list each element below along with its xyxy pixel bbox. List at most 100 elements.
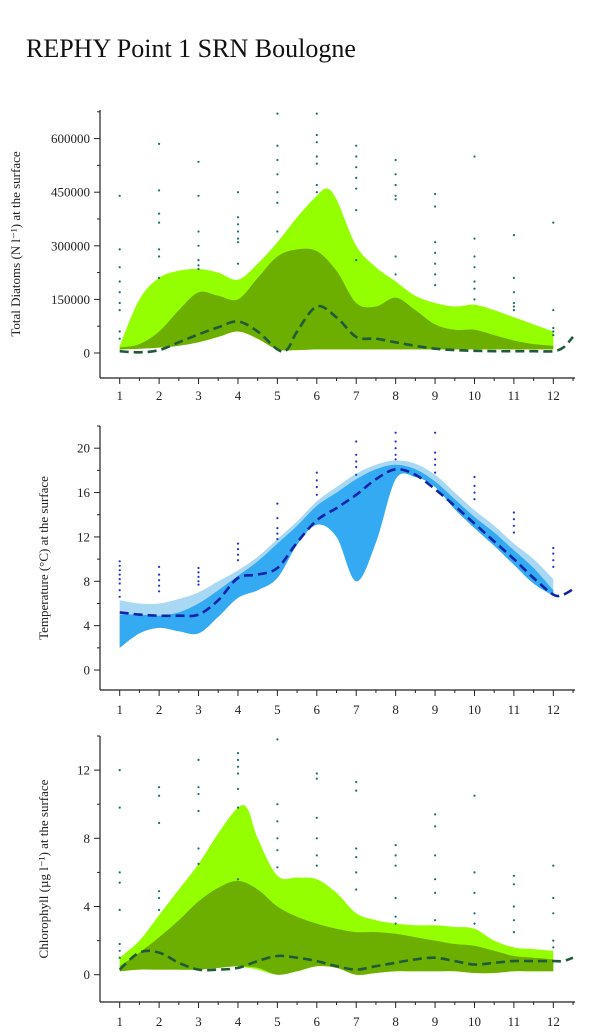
temperature-observation-point <box>473 498 476 501</box>
diatoms-y-tick-label: 150000 <box>51 292 90 307</box>
diatoms-observation-point <box>473 266 476 269</box>
temperature-observation-point <box>434 451 437 454</box>
temperature-observation-point <box>118 560 121 563</box>
temperature-y-axis-label: Temperature (°C) at the surface <box>36 476 51 640</box>
temperature-observation-point <box>434 471 437 474</box>
temperature-observation-point <box>315 471 318 474</box>
temperature-observation-point <box>197 580 200 583</box>
chlorophyll-observation-point <box>236 772 240 775</box>
temperature-x-tick-label: 10 <box>468 702 481 717</box>
temperature-observation-point <box>473 475 476 479</box>
chlorophyll-observation-point <box>512 874 516 877</box>
diatoms-observation-point <box>394 194 397 197</box>
diatoms-observation-point <box>197 264 200 267</box>
temperature-observation-point <box>158 565 161 568</box>
temperature-observation-point <box>512 524 516 527</box>
diatoms-observation-point <box>158 142 161 145</box>
temperature-observation-point <box>512 531 516 534</box>
diatoms-observation-point <box>473 287 476 290</box>
diatoms-observation-point <box>434 205 437 208</box>
diatoms-observation-point <box>158 255 161 258</box>
temperature-x-tick-label: 6 <box>314 702 321 717</box>
temperature-observation-point <box>276 538 279 541</box>
diatoms-observation-point <box>276 191 279 194</box>
chlorophyll-observation-point <box>276 837 279 840</box>
chlorophyll-observation-point <box>118 942 121 946</box>
chlorophyll-observation-point <box>552 864 555 867</box>
chlorophyll-observation-point <box>236 752 240 755</box>
diatoms-observation-point <box>236 241 240 244</box>
temperature-inner-band <box>119 464 554 648</box>
chlorophyll-observation-point <box>118 769 121 772</box>
diatoms-observation-point <box>355 176 358 179</box>
temperature-x-tick-label: 9 <box>432 702 439 717</box>
diatoms-observation-point <box>355 155 358 158</box>
temperature-observation-point <box>394 440 397 443</box>
diatoms-observation-point <box>552 334 555 337</box>
chlorophyll-observation-point <box>473 891 476 894</box>
temperature-observation-point <box>315 493 318 496</box>
chlorophyll-y-tick-label: 8 <box>84 831 91 846</box>
temperature-observation-point <box>355 440 358 443</box>
chlorophyll-observation-point <box>236 787 240 790</box>
chlorophyll-observation-point <box>434 878 437 881</box>
diatoms-observation-point <box>512 234 516 237</box>
temperature-observation-point <box>552 552 555 555</box>
chlorophyll-observation-point <box>158 896 161 900</box>
diatoms-observation-point <box>276 230 279 233</box>
chlorophyll-observation-point <box>276 820 279 823</box>
temperature-observation-point <box>434 463 437 466</box>
diatoms-y-tick-label: 300000 <box>51 238 90 253</box>
diatoms-observation-point <box>552 326 555 330</box>
diatoms-observation-point <box>118 330 121 333</box>
temperature-y-tick-label: 16 <box>77 485 91 500</box>
chlorophyll-observation-point <box>158 890 161 893</box>
temperature-observation-point <box>197 566 200 570</box>
temperature-observation-point <box>236 542 240 545</box>
chlorophyll-median-line <box>118 949 574 972</box>
chlorophyll-x-tick-label: 7 <box>353 1014 360 1029</box>
chlorophyll-observation-point <box>355 847 358 850</box>
temperature-observation-point <box>118 582 121 585</box>
diatoms-observation-point <box>197 267 200 271</box>
chlorophyll-observation-point <box>197 847 200 850</box>
diatoms-x-tick-label: 5 <box>274 388 281 403</box>
temperature-y-tick-label: 12 <box>77 529 90 544</box>
diatoms-observation-point <box>315 112 318 115</box>
chlorophyll-observation-point <box>315 864 318 867</box>
page-title: REPHY Point 1 SRN Boulogne <box>26 34 356 63</box>
chlorophyll-observation-point <box>473 912 476 915</box>
diatoms-observation-point <box>512 301 516 305</box>
diatoms-observation-point <box>118 194 121 197</box>
temperature-observation-point <box>552 546 555 550</box>
temperature-observation-point <box>276 517 279 520</box>
diatoms-observation-point <box>276 173 279 176</box>
diatoms-observation-point <box>118 280 121 283</box>
chlorophyll-observation-point <box>276 866 279 869</box>
temperature-observation-point <box>158 584 161 587</box>
chlorophyll-x-tick-label: 1 <box>116 1014 123 1029</box>
diatoms-observation-point <box>276 144 279 147</box>
diatoms-observation-point <box>276 201 279 204</box>
temperature-observation-point <box>355 473 358 476</box>
chlorophyll-observation-point <box>434 813 437 816</box>
chlorophyll-observation-point <box>197 786 200 789</box>
chlorophyll-observation-point <box>197 792 200 796</box>
diatoms-observation-point <box>434 262 437 265</box>
diatoms-observation-point <box>552 330 555 333</box>
temperature-y-tick-label: 8 <box>84 574 91 589</box>
chlorophyll-observation-point <box>512 905 516 908</box>
chlorophyll-observation-point <box>552 912 555 915</box>
temperature-x-tick-label: 7 <box>353 702 360 717</box>
diatoms-observation-point <box>355 259 358 262</box>
diatoms-observation-point <box>512 305 516 308</box>
chlorophyll-observation-point <box>118 956 121 959</box>
temperature-observation-point <box>512 518 516 521</box>
chlorophyll-x-tick-label: 8 <box>392 1014 399 1029</box>
chlorophyll-x-tick-label: 9 <box>432 1014 439 1029</box>
diatoms-median-line <box>119 304 574 354</box>
diatoms-observation-point <box>355 144 358 147</box>
diatoms-observation-point <box>434 284 437 287</box>
diatoms-observation-point <box>315 133 318 137</box>
